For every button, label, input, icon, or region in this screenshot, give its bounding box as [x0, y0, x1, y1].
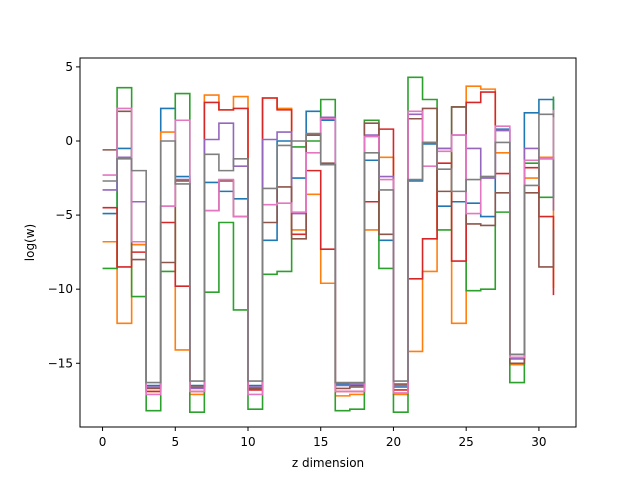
plot-frame: [79, 57, 577, 428]
x-tick-label: 15: [313, 435, 328, 449]
x-tick-label: 20: [386, 435, 401, 449]
y-tick-label: 5: [65, 60, 73, 74]
x-axis: 0 5 10 15 20 25 30: [99, 427, 547, 449]
series-line-7: [102, 113, 555, 384]
x-tick-label: 30: [531, 435, 546, 449]
y-axis-label: log(w): [23, 224, 37, 261]
x-tick-label: 0: [99, 435, 107, 449]
x-tick-label: 10: [240, 435, 255, 449]
x-tick-label: 25: [459, 435, 474, 449]
y-tick-label: 0: [65, 134, 73, 148]
series-line-3: [102, 91, 555, 393]
series-line-6: [102, 107, 555, 396]
y-tick-label: −10: [48, 282, 73, 296]
series-line-4: [102, 113, 555, 390]
x-tick-label: 5: [171, 435, 179, 449]
y-tick-label: −15: [48, 356, 73, 370]
series-line-2: [102, 76, 555, 413]
series-layer: [102, 76, 555, 413]
y-tick-label: −5: [55, 208, 73, 222]
x-axis-label: z dimension: [292, 456, 364, 470]
y-axis: −15 −10 −5 0 5: [48, 60, 80, 370]
